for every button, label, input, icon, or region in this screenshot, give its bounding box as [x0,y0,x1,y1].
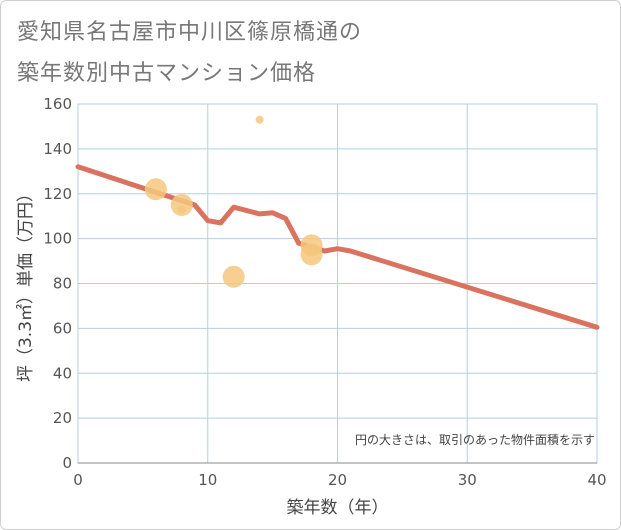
y-tick-label: 60 [53,319,72,337]
x-tick-label: 10 [198,471,217,489]
chart-title-line2: 築年数別中古マンション価格 [17,61,317,86]
scatter-point [177,205,186,214]
scatter-point [255,115,264,124]
scatter-point [170,193,193,216]
chart-title-line1: 愛知県名古屋市中川区篠原橋通の [17,20,363,45]
x-axis-label: 築年数（年） [287,498,389,518]
scatter-point [300,243,323,266]
size-note: 円の大きさは、取引のあった物件面積を示す [355,432,595,447]
y-tick-label: 140 [43,140,72,158]
y-axis-label: 坪（3.3㎡）単価（万円） [16,185,36,382]
y-tick-label: 100 [43,230,72,248]
scatter-point [222,265,245,288]
y-tick-label: 120 [43,185,72,203]
y-tick-label: 80 [53,275,72,293]
x-tick-label: 40 [587,471,606,489]
x-tick-label: 30 [458,471,477,489]
x-tick-label: 0 [73,471,83,489]
x-tick-label: 20 [328,471,347,489]
scatter-point [144,178,167,201]
y-tick-label: 0 [62,454,72,472]
grid [77,103,598,464]
trend-layer [75,164,600,330]
y-tick-label: 160 [43,95,72,113]
y-tick-label: 20 [53,409,72,427]
trend-line [75,164,600,330]
ticks: 0 20 40 60 80 100 120 140 160 0 10 20 30 40 [43,95,606,489]
y-tick-label: 40 [53,364,72,382]
points-layer [144,115,323,288]
